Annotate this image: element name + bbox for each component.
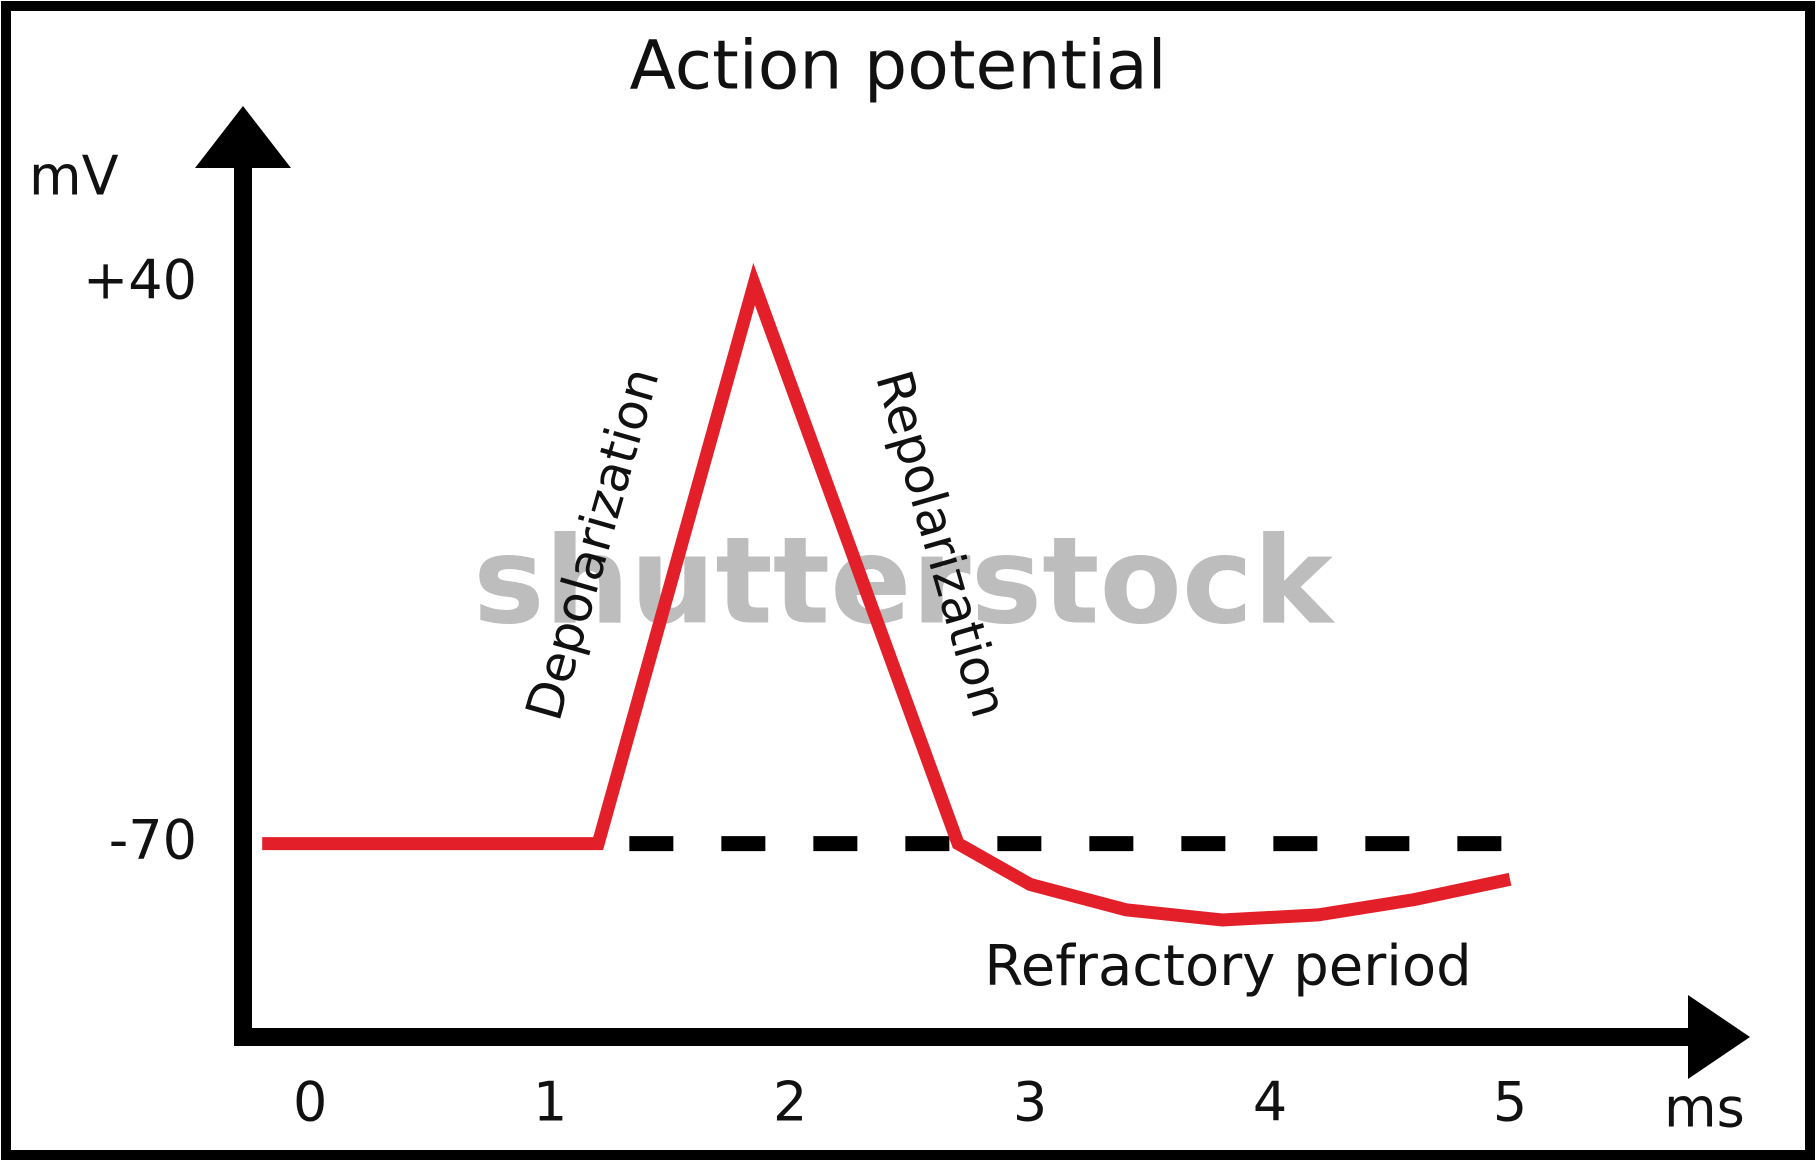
potential-line (262, 262, 1512, 927)
x-tick-label: 5 (1493, 1071, 1527, 1134)
x-tick-label: 4 (1253, 1071, 1287, 1134)
y-axis-arrow (195, 106, 291, 168)
y-axis-label: mV (29, 145, 119, 208)
x-tick-label: 2 (773, 1071, 807, 1134)
y-tick-label: -70 (109, 808, 197, 871)
x-tick-label: 3 (1013, 1071, 1047, 1134)
x-axis-label: ms (1664, 1077, 1745, 1140)
y-tick-label: +40 (83, 249, 197, 312)
annotation: Refractory period (984, 934, 1471, 999)
x-tick-label: 1 (533, 1071, 567, 1134)
watermark: shutterstock (473, 513, 1336, 652)
chart-title: Action potential (629, 27, 1166, 106)
x-axis-arrow (1688, 995, 1750, 1079)
x-tick-label: 0 (293, 1071, 327, 1134)
